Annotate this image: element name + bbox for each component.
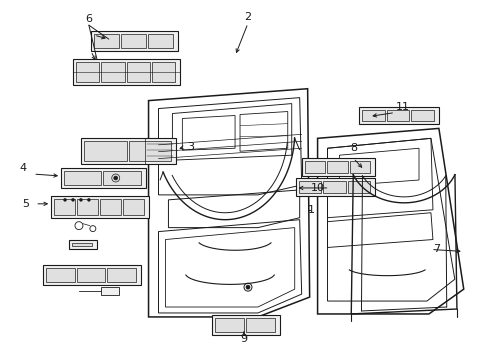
Polygon shape bbox=[129, 141, 172, 161]
Polygon shape bbox=[69, 239, 97, 249]
Text: 3: 3 bbox=[187, 142, 194, 152]
Polygon shape bbox=[76, 62, 99, 82]
Polygon shape bbox=[212, 315, 280, 335]
Polygon shape bbox=[323, 181, 346, 193]
Polygon shape bbox=[61, 168, 146, 188]
Polygon shape bbox=[84, 141, 127, 161]
Text: 5: 5 bbox=[22, 199, 29, 209]
Polygon shape bbox=[100, 199, 121, 215]
Polygon shape bbox=[103, 171, 141, 185]
Polygon shape bbox=[295, 178, 375, 196]
Polygon shape bbox=[73, 59, 180, 85]
Circle shape bbox=[72, 198, 74, 201]
Polygon shape bbox=[91, 31, 178, 51]
Polygon shape bbox=[121, 34, 146, 48]
Polygon shape bbox=[101, 62, 124, 82]
Circle shape bbox=[246, 285, 250, 289]
Polygon shape bbox=[350, 161, 370, 173]
Polygon shape bbox=[359, 107, 439, 125]
Text: 1: 1 bbox=[308, 205, 315, 215]
Polygon shape bbox=[412, 109, 434, 121]
Polygon shape bbox=[94, 34, 119, 48]
Polygon shape bbox=[46, 268, 74, 282]
Polygon shape bbox=[43, 265, 141, 285]
Polygon shape bbox=[51, 196, 148, 218]
Circle shape bbox=[64, 198, 67, 201]
Polygon shape bbox=[54, 199, 75, 215]
Polygon shape bbox=[152, 62, 175, 82]
Polygon shape bbox=[299, 181, 321, 193]
Polygon shape bbox=[81, 138, 176, 164]
Polygon shape bbox=[122, 199, 144, 215]
Polygon shape bbox=[305, 161, 325, 173]
Circle shape bbox=[114, 176, 118, 180]
Circle shape bbox=[79, 198, 82, 201]
Text: 10: 10 bbox=[311, 183, 324, 193]
Text: 9: 9 bbox=[241, 334, 247, 344]
Text: 6: 6 bbox=[85, 14, 93, 24]
Polygon shape bbox=[387, 109, 410, 121]
Polygon shape bbox=[64, 171, 101, 185]
Text: 2: 2 bbox=[245, 12, 251, 22]
Polygon shape bbox=[72, 243, 92, 247]
Polygon shape bbox=[327, 161, 348, 173]
Polygon shape bbox=[101, 287, 119, 295]
Polygon shape bbox=[246, 318, 275, 332]
Text: 7: 7 bbox=[433, 244, 441, 255]
Polygon shape bbox=[77, 199, 98, 215]
Polygon shape bbox=[302, 158, 375, 176]
Polygon shape bbox=[215, 318, 244, 332]
Polygon shape bbox=[348, 181, 370, 193]
Polygon shape bbox=[148, 34, 173, 48]
Circle shape bbox=[87, 198, 90, 201]
Polygon shape bbox=[127, 62, 150, 82]
Polygon shape bbox=[76, 268, 105, 282]
Text: 11: 11 bbox=[396, 102, 410, 112]
Polygon shape bbox=[107, 268, 136, 282]
Polygon shape bbox=[362, 109, 385, 121]
Text: 4: 4 bbox=[20, 163, 27, 173]
Text: 8: 8 bbox=[350, 143, 357, 153]
